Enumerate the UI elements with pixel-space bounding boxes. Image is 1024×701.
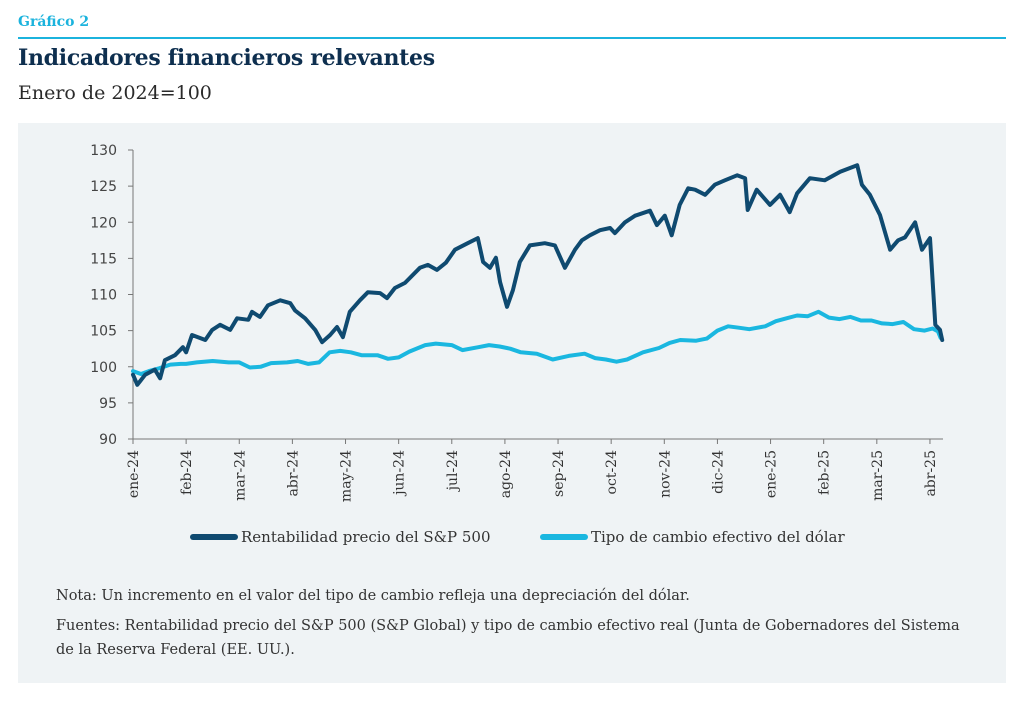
legend-item-sp500: Rentabilidad precio del S&P 500 xyxy=(190,528,491,546)
x-tick-label: mar-25 xyxy=(870,450,886,501)
x-tick-label: feb-25 xyxy=(817,450,833,495)
chart-title: Indicadores financieros relevantes xyxy=(18,45,435,71)
y-tick-label: 105 xyxy=(90,324,117,340)
chart-kicker: Gráfico 2 xyxy=(18,14,90,30)
x-tick-label: jun-24 xyxy=(392,450,408,497)
y-axis: 90 95 100 105 110 115 120 125 130 xyxy=(90,143,134,448)
series-line-dollar xyxy=(131,309,943,376)
x-tick-label: ene-24 xyxy=(126,450,142,498)
legend-label-dollar: Tipo de cambio efectivo del dólar xyxy=(591,528,845,546)
legend-label-sp500: Rentabilidad precio del S&P 500 xyxy=(241,528,491,546)
y-tick-label: 90 xyxy=(99,432,117,448)
x-axis: ene-24 feb-24 mar-24 abr-24 may-24 jun-24 jul-… xyxy=(126,438,943,502)
y-tick-label: 100 xyxy=(90,360,117,376)
chart-panel xyxy=(18,123,1006,683)
kicker-divider xyxy=(18,37,1006,39)
chart-subtitle: Enero de 2024=100 xyxy=(18,82,212,104)
note-text: Nota: Un incremento en el valor del tipo… xyxy=(56,588,690,604)
x-tick-label: feb-24 xyxy=(179,450,195,495)
x-tick-label: dic-24 xyxy=(710,450,726,494)
y-tick-label: 95 xyxy=(99,396,117,412)
y-tick-label: 120 xyxy=(90,215,117,231)
legend-swatch-sp500 xyxy=(190,534,238,540)
legend-swatch-dollar xyxy=(540,534,588,540)
x-tick-label: oct-24 xyxy=(604,450,620,495)
series-layer xyxy=(131,163,945,387)
x-tick-label: jul-24 xyxy=(445,450,461,492)
series-line-sp500 xyxy=(131,163,945,387)
y-tick-label: 110 xyxy=(90,288,117,304)
x-tick-label: abr-24 xyxy=(285,450,301,497)
sources-text: Fuentes: Rentabilidad precio del S&P 500… xyxy=(56,618,960,658)
y-tick-label: 130 xyxy=(90,143,117,159)
x-tick-label: may-24 xyxy=(339,450,355,502)
legend-item-dollar: Tipo de cambio efectivo del dólar xyxy=(540,528,845,546)
y-tick-label: 115 xyxy=(90,251,117,267)
x-tick-label: ago-24 xyxy=(498,450,514,498)
x-tick-label: abr-25 xyxy=(923,450,939,497)
x-tick-label: sep-24 xyxy=(551,450,567,497)
x-tick-label: mar-24 xyxy=(232,450,248,501)
x-tick-label: ene-25 xyxy=(764,450,780,498)
x-tick-label: nov-24 xyxy=(657,450,673,498)
y-tick-label: 125 xyxy=(90,179,117,195)
